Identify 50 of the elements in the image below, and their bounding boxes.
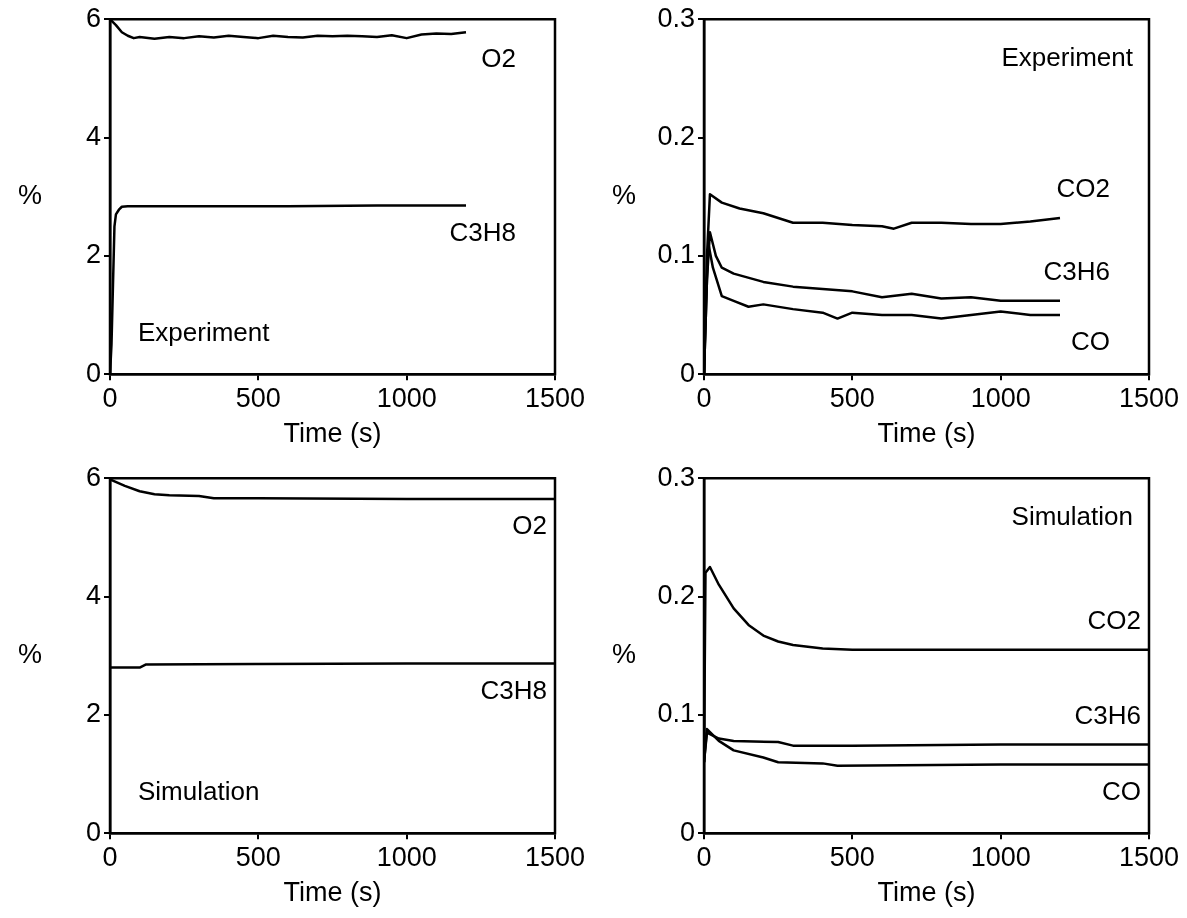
x-tick-label: 1000 [376,841,437,872]
y-tick-label: 0.1 [657,698,695,729]
series-label: CO2 [1056,173,1110,204]
series-label: O2 [512,510,547,541]
x-axis-title: Time (s) [877,877,976,908]
x-tick-label: 1000 [970,841,1031,872]
series-label: O2 [481,43,516,74]
series-label: CO [1102,775,1141,806]
y-tick-label: 2 [85,698,101,729]
x-tick-label: 1500 [1118,841,1180,872]
series-label: C3H6 [1074,699,1141,730]
annotation: Experiment [138,317,271,348]
x-tick-label: 1500 [524,382,586,413]
y-tick-label: 0 [679,816,695,847]
annotation: Simulation [1011,501,1133,532]
series-label: CO2 [1087,604,1141,635]
y-tick-label: 0.1 [657,239,695,270]
y-tick-label: 0 [85,357,101,388]
y-tick-label: 0.3 [657,461,695,492]
x-tick-label: 1500 [524,841,586,872]
y-axis-title: % [611,639,637,670]
y-tick-label: 0.2 [657,120,695,151]
x-tick-label: 1500 [1118,382,1180,413]
x-tick-label: 1000 [376,382,437,413]
y-tick-label: 0.2 [657,579,695,610]
series-label: C3H8 [480,674,547,705]
y-tick-label: 6 [85,461,101,492]
x-tick-label: 1000 [970,382,1031,413]
series-label: CO [1071,326,1110,357]
y-tick-label: 6 [85,2,101,33]
x-axis-title: Time (s) [877,418,976,449]
x-tick-label: 500 [235,382,281,413]
y-tick-label: 0 [85,816,101,847]
annotation: Simulation [138,776,260,807]
y-tick-label: 2 [85,239,101,270]
y-axis-title: % [611,180,637,211]
y-tick-label: 0 [679,357,695,388]
y-tick-label: 4 [85,579,101,610]
series-label: C3H6 [1043,256,1110,287]
x-tick-label: 500 [235,841,281,872]
annotation: Experiment [1001,42,1134,73]
y-axis-title: % [17,639,43,670]
x-axis-title: Time (s) [283,877,382,908]
y-tick-label: 0.3 [657,2,695,33]
x-tick-label: 500 [829,382,875,413]
x-tick-label: 500 [829,841,875,872]
x-axis-title: Time (s) [283,418,382,449]
y-axis-title: % [17,180,43,211]
series-label: C3H8 [449,216,516,247]
y-tick-label: 4 [85,120,101,151]
